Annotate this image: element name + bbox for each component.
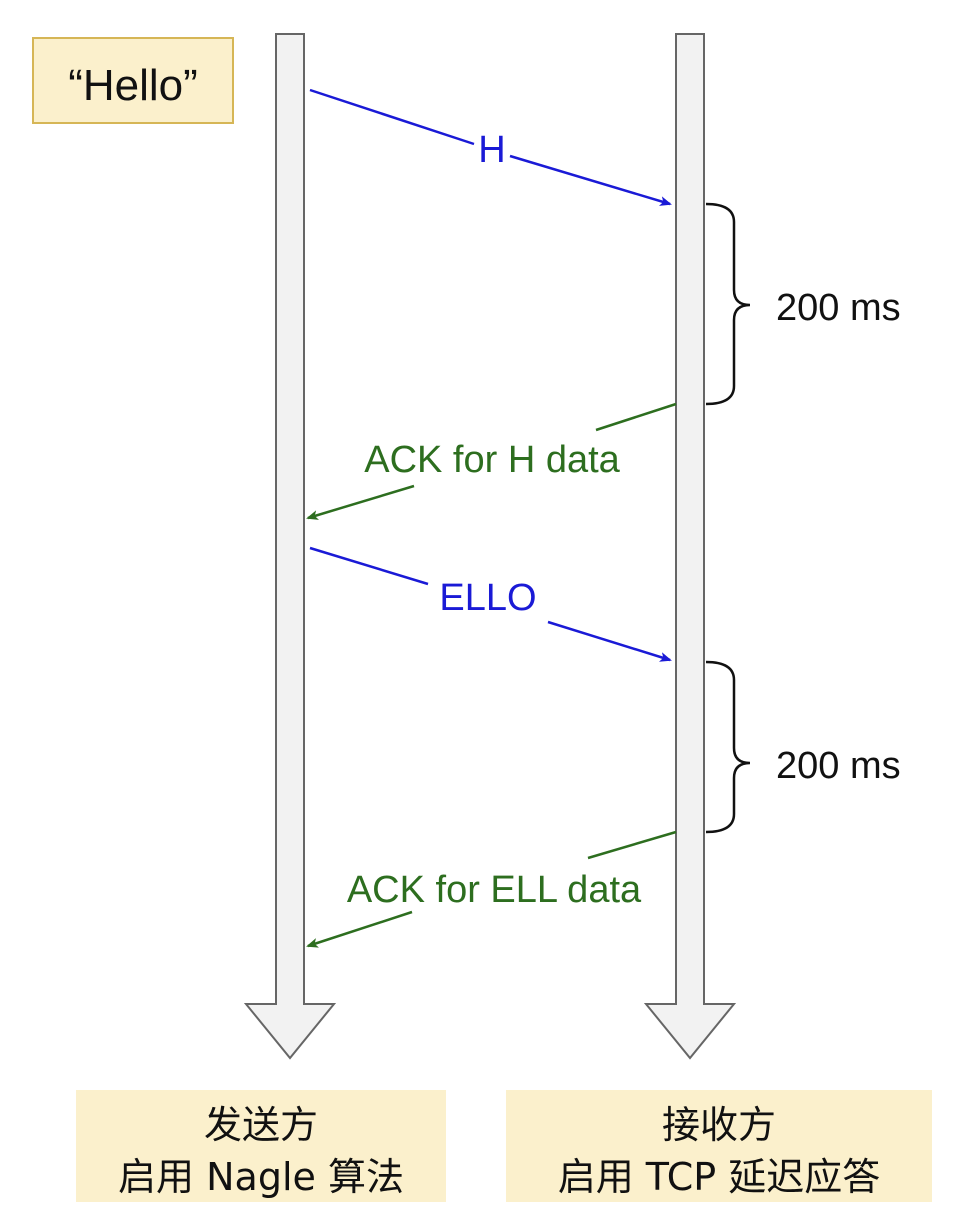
send-h-label: H bbox=[478, 129, 505, 171]
sender-label-box: 发送方 启用 Nagle 算法 bbox=[76, 1090, 446, 1202]
hello-message-box: “Hello” bbox=[32, 37, 234, 124]
ack-ell-arrow: ACK for ELL data bbox=[306, 830, 677, 948]
delay-label-second: 200 ms bbox=[776, 745, 901, 787]
delay-label-first: 200 ms bbox=[776, 287, 901, 329]
send-h-arrow: H bbox=[309, 88, 672, 206]
ack-ell-label: ACK for ELL data bbox=[347, 869, 642, 911]
sender-algorithm-text: 启用 Nagle 算法 bbox=[118, 1155, 404, 1199]
ack-h-arrow: ACK for H data bbox=[306, 402, 677, 520]
sender-role-text: 发送方 bbox=[204, 1103, 318, 1147]
send-ello-arrow: ELLO bbox=[309, 546, 672, 662]
hello-message-text: “Hello” bbox=[68, 61, 198, 110]
ack-h-label: ACK for H data bbox=[364, 439, 620, 481]
send-ello-label: ELLO bbox=[439, 577, 536, 619]
delay-brace-first: 200 ms bbox=[705, 202, 901, 406]
receiver-label-box: 接收方 启用 TCP 延迟应答 bbox=[506, 1090, 932, 1202]
receiver-lifeline bbox=[643, 33, 737, 1060]
receiver-algorithm-text: 启用 TCP 延迟应答 bbox=[558, 1155, 881, 1199]
delay-brace-second: 200 ms bbox=[705, 660, 901, 834]
receiver-role-text: 接收方 bbox=[662, 1103, 776, 1147]
sender-lifeline bbox=[243, 33, 337, 1060]
